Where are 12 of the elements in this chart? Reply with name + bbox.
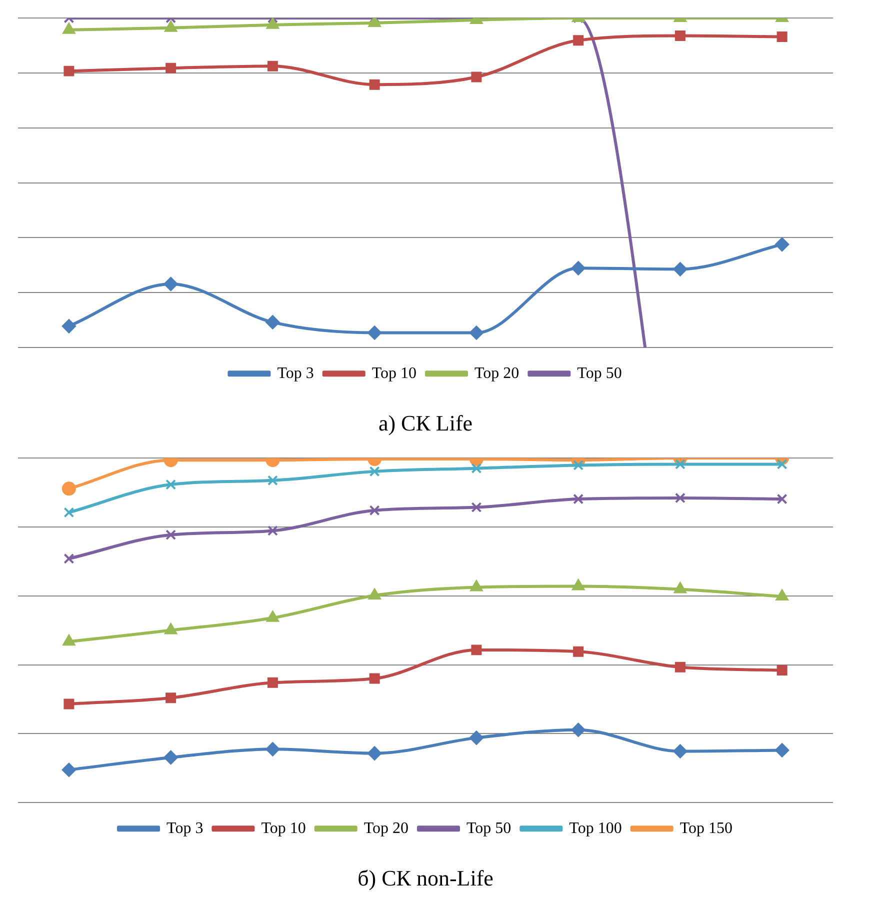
legend-label: Top 50 bbox=[577, 364, 622, 382]
legend-label: Top 20 bbox=[474, 364, 520, 382]
text: б) СК non-Life bbox=[358, 866, 494, 891]
legend-label: Top 10 bbox=[372, 364, 416, 382]
legend-label: Top 150 bbox=[680, 820, 732, 837]
legend-label: Top 3 bbox=[166, 820, 204, 837]
legend-label: Top 3 bbox=[277, 364, 314, 382]
legend-label: Top 50 bbox=[466, 820, 512, 837]
text: а) СК Life bbox=[378, 410, 473, 436]
legend-label: Top 100 bbox=[569, 820, 622, 837]
legend-label: Top 10 bbox=[261, 820, 306, 837]
legend-label: Top 20 bbox=[364, 820, 408, 837]
